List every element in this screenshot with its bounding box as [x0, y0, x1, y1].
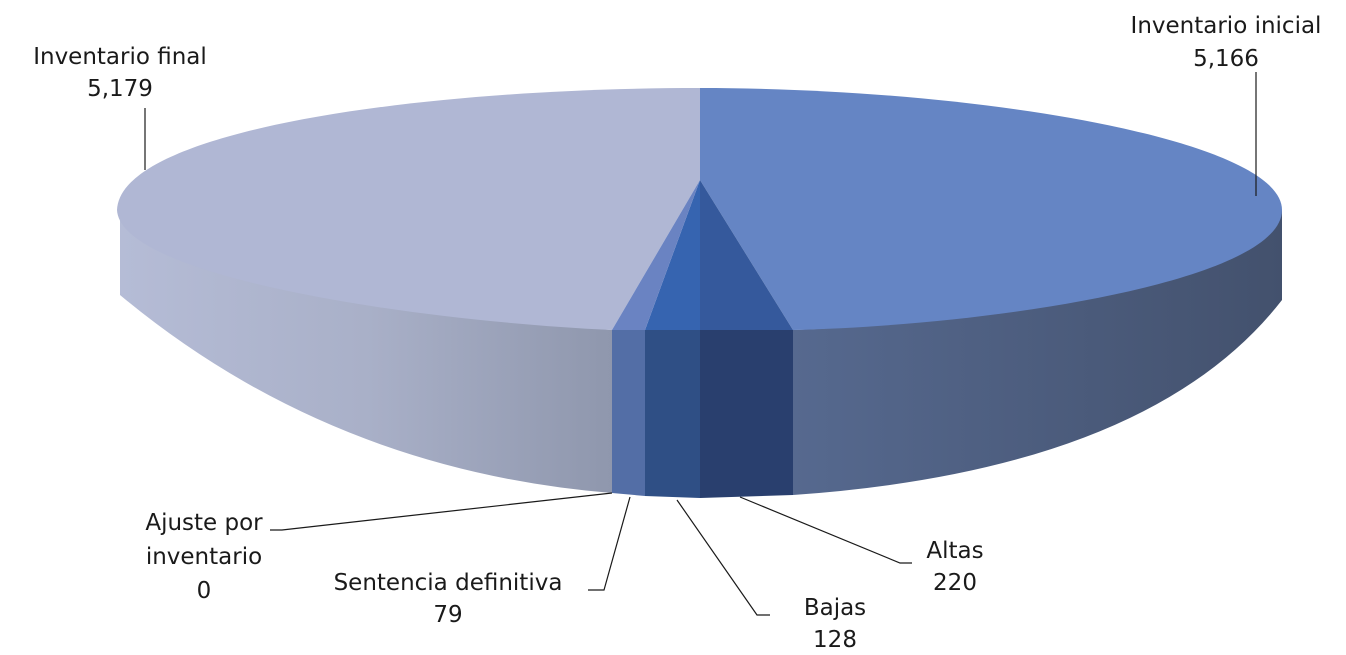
leader-line-bajas — [676, 499, 770, 616]
slice-top-inventario-inicial — [700, 88, 1282, 330]
slice-top-inventario-final — [117, 88, 700, 330]
slice-top-altas — [700, 180, 793, 330]
data-label-value-inventario-inicial: 5,166 — [1193, 46, 1259, 72]
slice-side-bajas — [645, 330, 700, 498]
leader-line-ajuste-por-inventario — [270, 492, 613, 531]
data-label-category-sentencia-definitiva: Sentencia definitiva — [334, 570, 563, 596]
data-label-category-ajuste-por-inventario: inventario — [146, 544, 262, 570]
leader-line-sentencia-definitiva — [588, 496, 631, 591]
data-label-category-inventario-inicial: Inventario inicial — [1131, 13, 1322, 39]
data-label-value-inventario-final: 5,179 — [87, 76, 153, 102]
slice-side-altas — [700, 330, 793, 498]
data-label-category-bajas: Bajas — [804, 595, 866, 621]
data-label-value-bajas: 128 — [813, 627, 857, 653]
slice-side-sentencia-definitiva — [612, 330, 645, 496]
leader-line-altas — [739, 496, 912, 564]
data-label-value-sentencia-definitiva: 79 — [433, 602, 462, 628]
data-label-category-ajuste-por-inventario: Ajuste por — [145, 510, 263, 536]
data-label-value-altas: 220 — [933, 570, 977, 596]
data-label-value-ajuste-por-inventario: 0 — [197, 578, 212, 604]
data-label-category-inventario-final: Inventario final — [33, 44, 207, 70]
slice-top-sentencia-definitiva — [612, 180, 700, 330]
data-label-category-altas: Altas — [926, 538, 983, 564]
